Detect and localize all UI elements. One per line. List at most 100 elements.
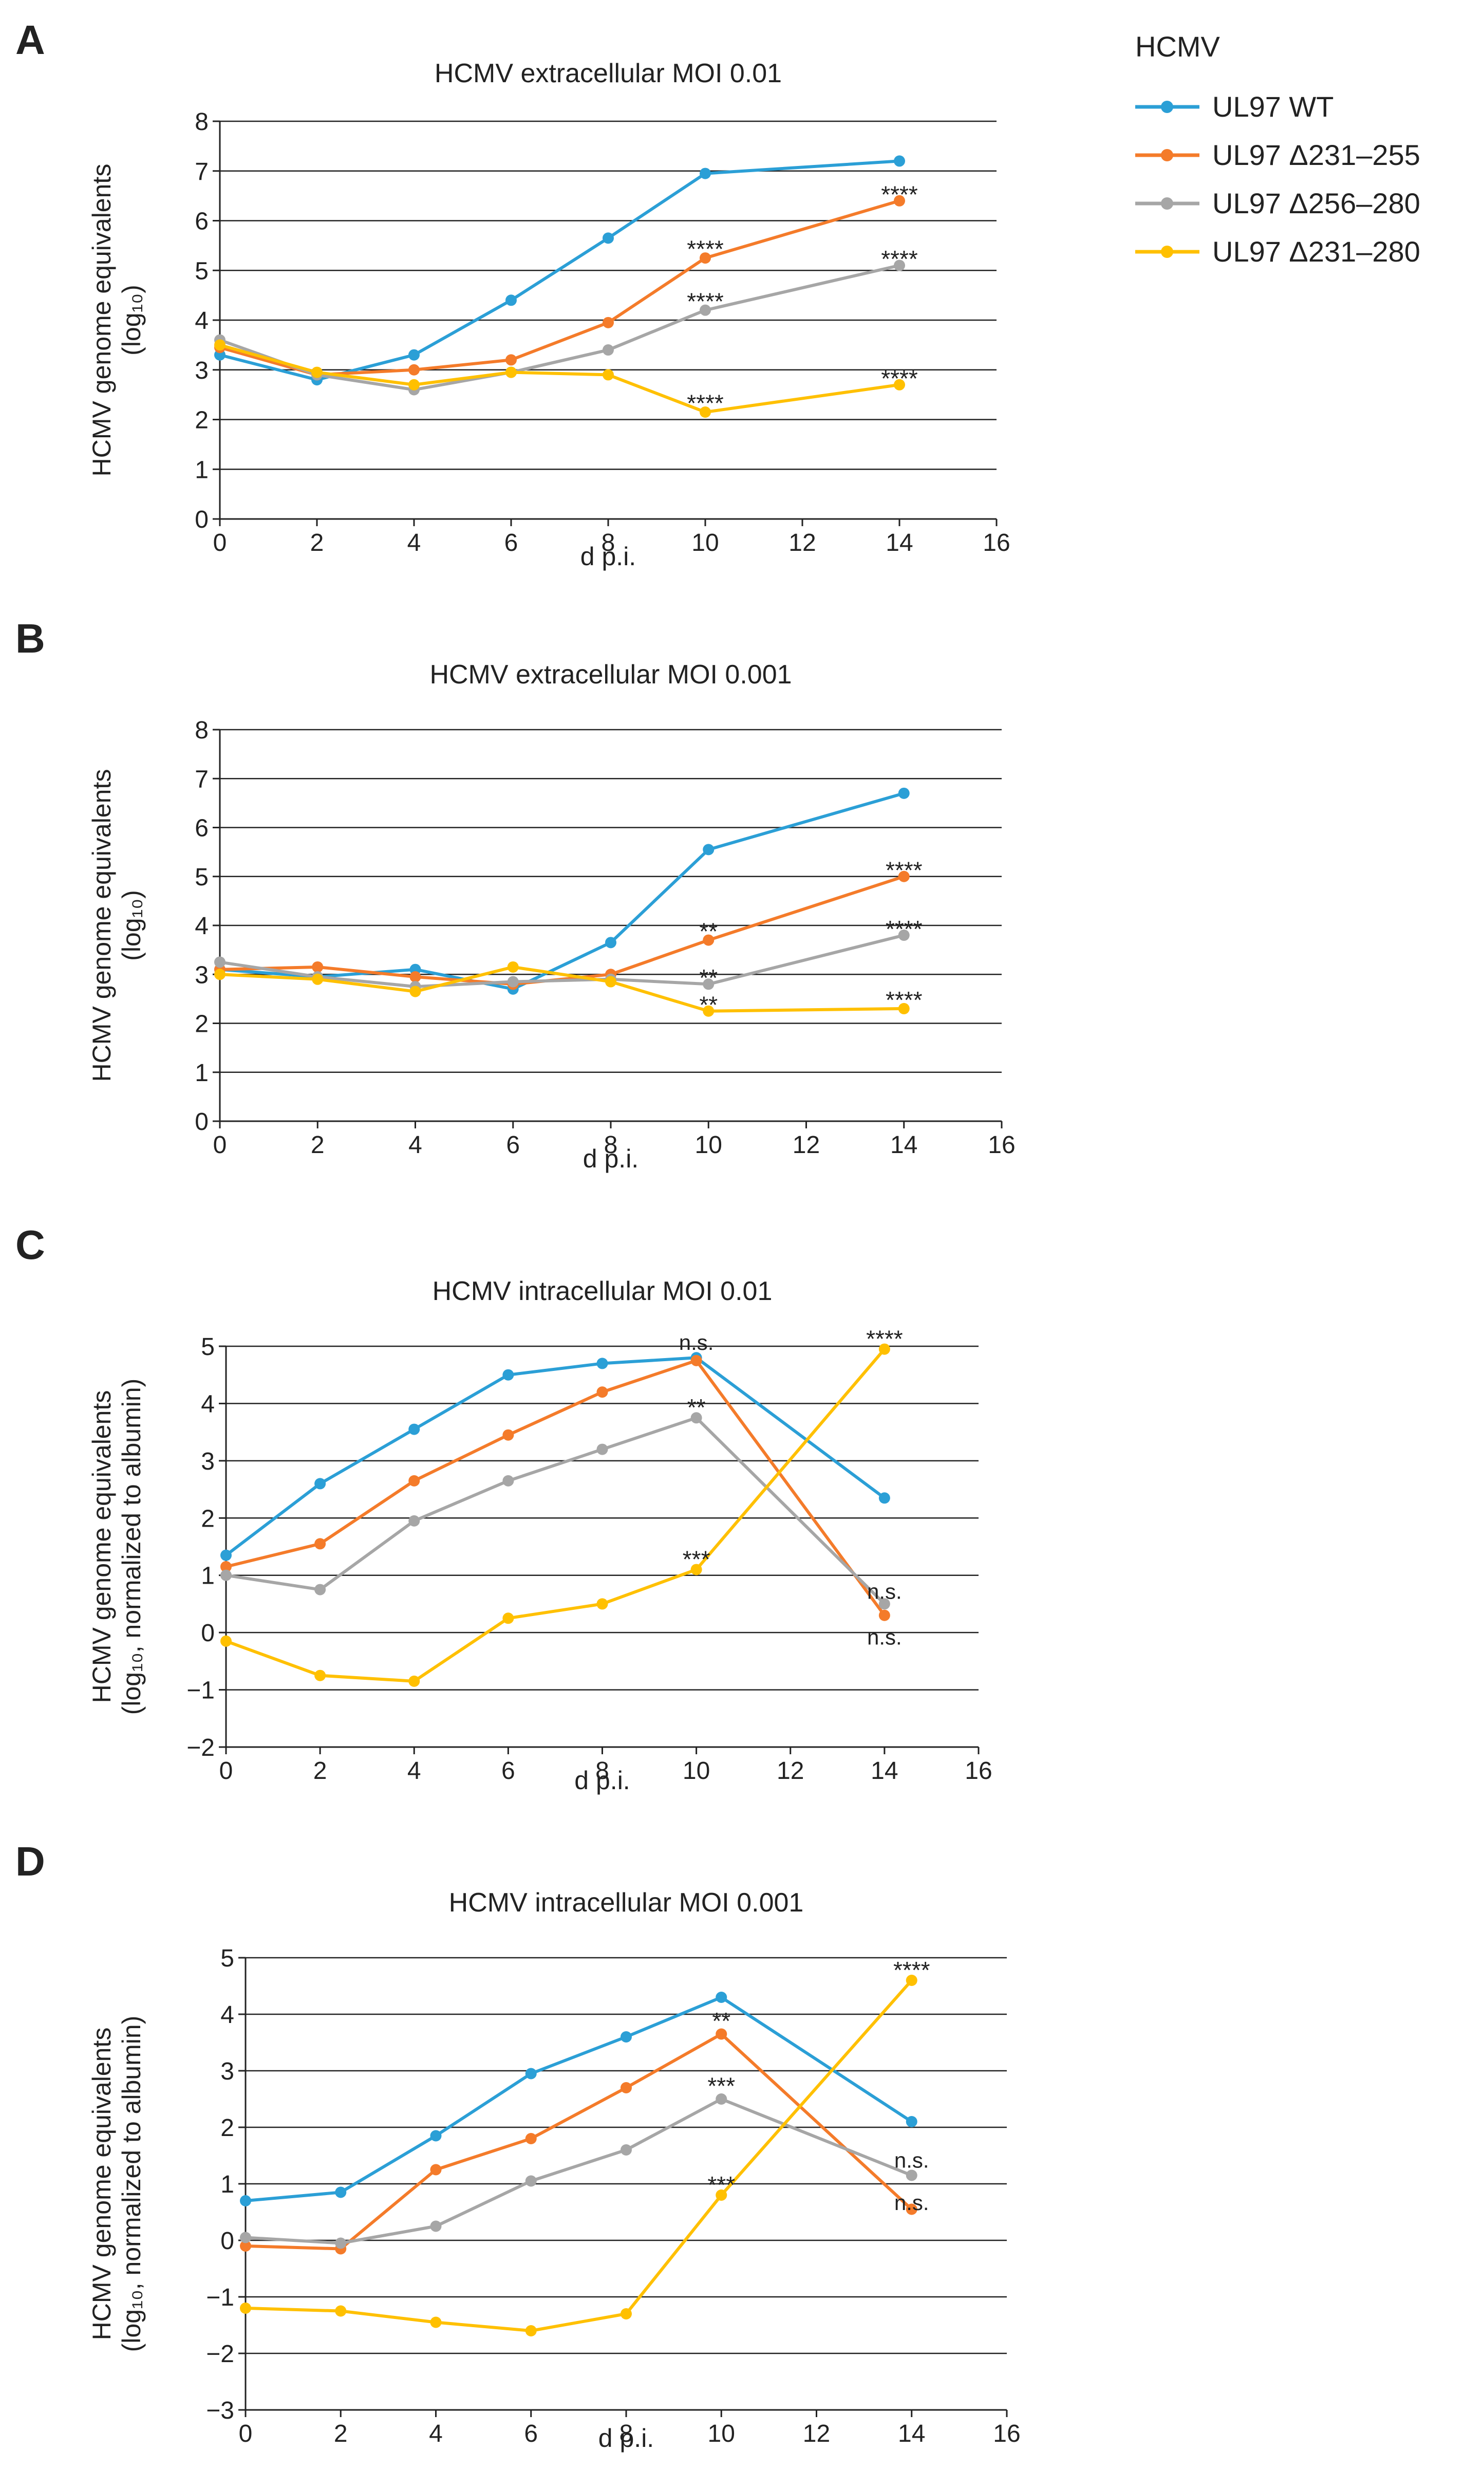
y-tick-label: −3: [206, 2397, 234, 2424]
data-point: [703, 934, 715, 946]
y-axis-label-line: HCMV genome equivalents: [87, 1390, 116, 1703]
chart-title: HCMV intracellular MOI 0.01: [433, 1276, 773, 1306]
data-point: [525, 2325, 537, 2336]
y-axis-label-line: HCMV genome equivalents: [87, 2028, 116, 2341]
y-tick-label: 3: [201, 1448, 215, 1475]
x-tick-label: 12: [793, 1131, 820, 1159]
data-point: [621, 2308, 632, 2319]
data-point: [525, 2068, 537, 2080]
chart-title: HCMV extracellular MOI 0.01: [435, 59, 782, 88]
x-tick-label: 12: [803, 2420, 830, 2447]
significance-annotation: ****: [886, 857, 923, 883]
data-point: [430, 2130, 442, 2142]
data-point: [700, 304, 711, 316]
x-axis-label: d p.i.: [598, 2424, 654, 2453]
legend-swatch-marker: [1161, 101, 1173, 113]
x-tick-label: 16: [988, 1131, 1015, 1159]
y-tick-label: 3: [195, 357, 209, 384]
y-tick-label: 5: [195, 864, 209, 891]
data-point: [690, 1354, 702, 1366]
x-tick-label: 4: [429, 2420, 443, 2447]
y-tick-label: 0: [220, 2227, 234, 2255]
data-point: [906, 1975, 917, 1986]
x-tick-label: 14: [886, 529, 913, 556]
significance-annotation: ****: [886, 916, 923, 942]
x-tick-label: 6: [501, 1757, 515, 1785]
significance-annotation: ****: [881, 365, 918, 392]
data-point: [240, 2232, 251, 2243]
y-tick-label: −2: [186, 1734, 215, 1761]
data-point: [703, 978, 715, 990]
data-point: [716, 2093, 727, 2105]
data-point: [894, 195, 905, 207]
y-tick-label: −2: [206, 2341, 234, 2368]
y-tick-label: 5: [220, 1945, 234, 1972]
data-point: [525, 2175, 537, 2187]
significance-annotation: ****: [687, 390, 724, 417]
x-tick-label: 10: [695, 1131, 722, 1159]
x-tick-label: 2: [311, 1131, 325, 1159]
y-tick-label: 2: [195, 407, 209, 434]
y-axis-label: HCMV genome equivalents(log₁₀): [87, 164, 146, 477]
x-tick-label: 14: [890, 1131, 917, 1159]
data-point: [894, 379, 905, 391]
x-tick-label: 0: [239, 2420, 253, 2447]
data-point: [894, 259, 905, 271]
data-point: [502, 1475, 514, 1487]
data-point: [906, 2116, 917, 2127]
data-point: [690, 1564, 702, 1575]
significance-annotation: ****: [893, 1957, 930, 1983]
data-point: [220, 1561, 232, 1572]
y-tick-label: 4: [201, 1390, 215, 1418]
x-tick-label: 10: [683, 1757, 710, 1785]
y-axis-label-line: (log₁₀): [117, 285, 146, 356]
significance-annotation: n.s.: [867, 1625, 902, 1649]
y-axis-label-line: HCMV genome equivalents: [87, 164, 116, 477]
data-point: [408, 1423, 420, 1435]
y-tick-label: 1: [195, 1060, 209, 1087]
x-tick-label: 4: [407, 529, 421, 556]
significance-annotation: ****: [687, 288, 724, 314]
y-axis-label: HCMV genome equivalents(log₁₀): [87, 769, 146, 1082]
data-point: [220, 1549, 232, 1561]
y-tick-label: 0: [195, 1108, 209, 1136]
legend-label: UL97 WT: [1212, 90, 1334, 123]
x-tick-label: 4: [407, 1757, 421, 1785]
significance-annotation: **: [699, 918, 718, 945]
data-point: [430, 2316, 442, 2328]
data-point: [409, 986, 421, 997]
data-point: [408, 1515, 420, 1527]
y-tick-label: 4: [195, 913, 209, 940]
significance-annotation: **: [699, 991, 718, 1018]
y-tick-label: 2: [195, 1011, 209, 1038]
x-tick-label: 6: [506, 1131, 520, 1159]
x-tick-label: 2: [313, 1757, 327, 1785]
data-point: [505, 354, 517, 366]
data-point: [240, 2195, 251, 2206]
panel-letter: B: [15, 616, 45, 661]
data-point: [878, 1492, 890, 1504]
y-axis-label: HCMV genome equivalents(log₁₀, normalize…: [87, 2016, 146, 2352]
legend-swatch-marker: [1161, 246, 1173, 258]
data-point: [408, 1475, 420, 1487]
significance-annotation: ****: [886, 987, 923, 1013]
x-tick-label: 16: [983, 529, 1010, 556]
x-tick-label: 8: [619, 2420, 633, 2447]
data-point: [507, 961, 519, 973]
x-tick-label: 6: [524, 2420, 538, 2447]
data-point: [700, 252, 711, 264]
significance-annotation: ****: [881, 181, 918, 208]
x-tick-label: 0: [213, 1131, 227, 1159]
y-tick-label: 3: [195, 961, 209, 989]
data-point: [314, 1669, 326, 1681]
y-tick-label: 1: [201, 1563, 215, 1590]
data-point: [502, 1612, 514, 1624]
series-line: [245, 2097, 912, 2245]
data-point: [408, 364, 420, 376]
y-tick-label: −1: [186, 1677, 215, 1704]
data-point: [525, 2133, 537, 2144]
series-line: [245, 1979, 913, 2332]
y-tick-label: −1: [206, 2284, 234, 2311]
significance-annotation: **: [699, 964, 718, 991]
